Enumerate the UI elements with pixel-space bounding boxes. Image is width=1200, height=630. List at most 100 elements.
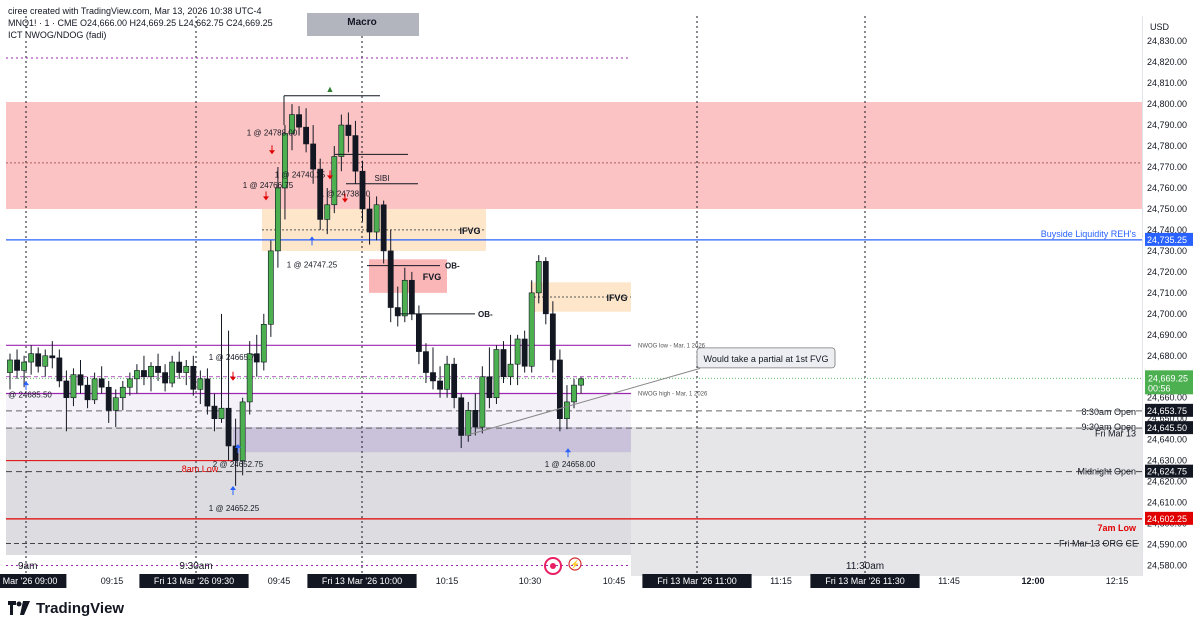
price-tick-23: 24,810.00 [1147,78,1187,88]
candle-39 [282,125,288,220]
candle-69 [493,345,500,405]
price-tick-16: 24,740.00 [1147,225,1187,235]
buy-arrow-icon-5 [309,236,315,246]
time-label-4: Fri 13 Mar '26 10:00 [322,576,402,586]
candle-48 [345,112,352,153]
buy-arrow-icon-6 [23,381,29,391]
candle-body [479,376,486,428]
trade-label-5: 1 @ 24665.75 [209,353,260,362]
tradingview-logo-icon [8,600,30,617]
candle-81 [578,376,584,394]
candle-body [21,361,27,371]
time-label-8: Fri 13 Mar '26 11:00 [657,576,737,586]
candle-body [500,349,507,378]
arrow-head [342,198,348,203]
candle-body [394,307,401,317]
candle-body [155,365,161,373]
candle-19 [141,355,147,386]
candle-body [373,204,380,233]
fvg-label: FVG [423,272,442,282]
candle-body [260,324,267,363]
time-label-box-4 [307,574,417,588]
candle-body [359,170,366,210]
trade-label-8: 1 @ 24652.25 [209,504,260,513]
candle-body [35,353,42,367]
trade-label-1: 1 @ 24740.25 [275,170,326,179]
gray-extension-zone [631,427,1142,576]
trade-label-7: 2 @ 24652.75 [213,460,264,469]
time-label-1: 09:15 [101,576,124,586]
ob-label-2: OB- [478,310,493,319]
candle-body [56,357,63,382]
axis-separator [1142,16,1143,576]
zones-layer [6,101,1142,576]
candle-2 [21,355,27,388]
price-tick-5: 24,630.00 [1147,456,1187,466]
price-tick-20: 24,780.00 [1147,141,1187,151]
candle-67 [479,366,486,434]
candle-body [296,114,302,128]
candle-body [7,359,13,373]
price-axis: USD24,580.0024,590.0024,600.0024,610.002… [1142,0,1200,630]
candle-30 [218,313,225,423]
candle-1 [14,349,20,379]
target-icon [544,557,562,575]
candle-25 [183,359,190,386]
candle-body [556,359,563,419]
candle-body [70,374,77,399]
candle-71 [507,334,514,386]
tradingview-brand: TradingView [36,600,125,617]
candle-body [246,353,253,403]
premium-zone [6,101,1142,209]
last-price-box [1145,370,1193,395]
symbol-ohlc-line: MNQ1! · 1 · CME O24,666.00 H24,669.25 L2… [8,18,273,28]
buy-arrow-icon-8 [230,486,236,496]
price-tag-box-3 [1145,464,1193,478]
candle-body [338,124,345,157]
candle-body [162,372,168,384]
candle-body [578,378,584,386]
arrow-head [230,486,236,491]
price-tag-box-1 [1145,403,1193,417]
indicator-name[interactable]: ICT NWOG/NDOG (fadi) [8,30,107,40]
candle-12 [91,372,98,405]
candle-body [472,410,479,428]
candle-37 [267,240,274,337]
price-tick-6: 24,640.00 [1147,435,1187,445]
candle-body [465,410,472,436]
candle-body [528,292,535,367]
trade-label-9: 1 @ 24658.00 [545,460,596,469]
price-tag-2: 24,645.50 [1147,423,1187,433]
candle-78 [556,349,563,432]
candle-40 [289,104,295,151]
candle-body [415,313,422,352]
candle-body [112,397,119,411]
sell-arrow-icon-3 [263,191,269,201]
currency-label: USD [1150,22,1170,32]
candle-body [571,384,577,403]
candle-74 [528,280,535,373]
candle-body [507,363,514,378]
candle-3 [28,345,35,375]
candle-68 [486,347,493,409]
candle-56 [401,267,408,323]
arrow-head [235,444,241,449]
candle-body [352,135,359,172]
price-tick-10: 24,680.00 [1147,351,1187,361]
candle-body [211,405,218,419]
candle-body [105,386,112,411]
price-tick-0: 24,580.00 [1147,561,1187,571]
candle-body [91,378,98,401]
candle-body [366,208,373,233]
candle-body [190,365,197,390]
candle-body [183,365,190,373]
candle-body [535,261,542,294]
candle-63 [451,357,458,409]
candle-13 [98,366,105,394]
target-icon-center [550,563,556,569]
candle-44 [317,158,324,230]
candle-52 [373,196,380,241]
candle-body [126,378,133,388]
candle-body [380,204,387,252]
